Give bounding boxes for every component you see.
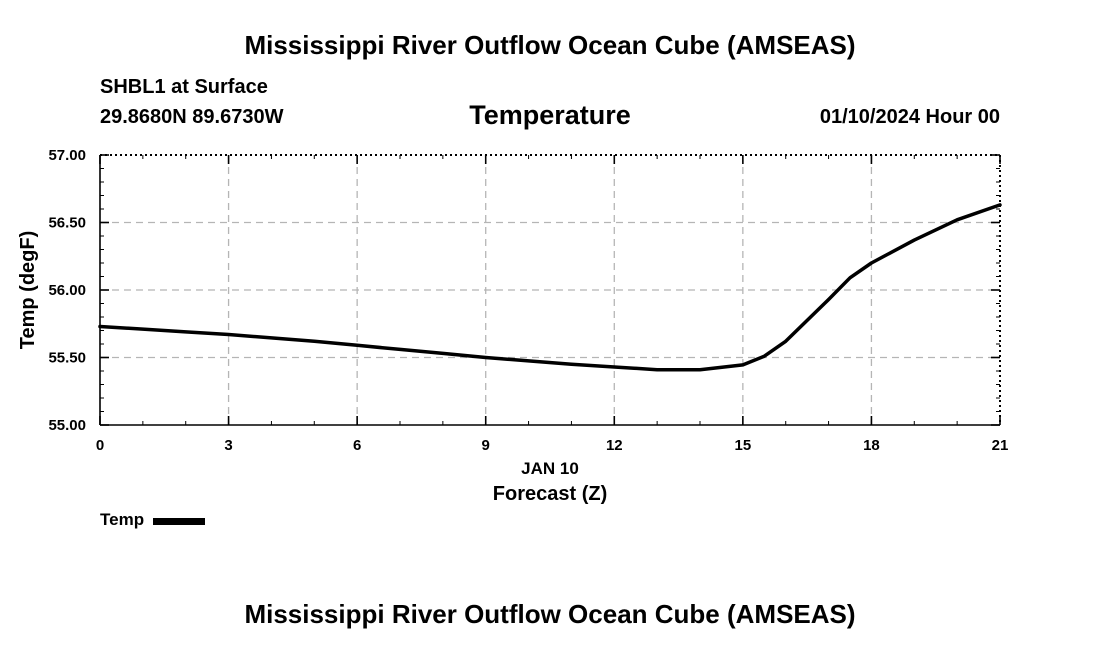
series-line-temp [98,203,1002,372]
coordinates-label: 29.8680N 89.6730W [100,106,284,128]
x-tick-label: 15 [735,437,752,454]
y-tick-label: 55.00 [48,417,86,434]
y-tick-label: 56.00 [48,282,86,299]
legend: Temp [100,510,206,530]
chart-title: Temperature [469,100,631,130]
main-title: Mississippi River Outflow Ocean Cube (AM… [244,30,856,60]
y-tick-label: 57.00 [48,147,86,164]
datetime-label: 01/10/2024 Hour 00 [819,106,1000,128]
x-axis-label: Forecast (Z) [493,483,607,505]
temperature-chart: 0 3 6 9 12 15 18 21 55.00 55.50 56.00 56.50 57.00 JAN… [17,147,1009,505]
x-tick-label: 3 [224,437,232,454]
footer-title: Mississippi River Outflow Ocean Cube (AM… [244,599,856,629]
legend-label: Temp [100,510,145,529]
y-tick-label: 55.50 [48,350,86,367]
x-tick-label: 18 [863,437,880,454]
x-tick-label: 12 [606,437,623,454]
legend-swatch [153,517,206,525]
x-tick-label: 0 [96,437,104,454]
station-label: SHBL1 at Surface [100,76,268,98]
x-tick-label: 6 [353,437,361,454]
x-tick-label: 9 [482,437,490,454]
x-tick-label: 21 [992,437,1009,454]
y-tick-label: 56.50 [48,215,86,232]
y-axis-label: Temp (degF) [17,231,39,350]
x-axis-date-label: JAN 10 [521,459,579,478]
